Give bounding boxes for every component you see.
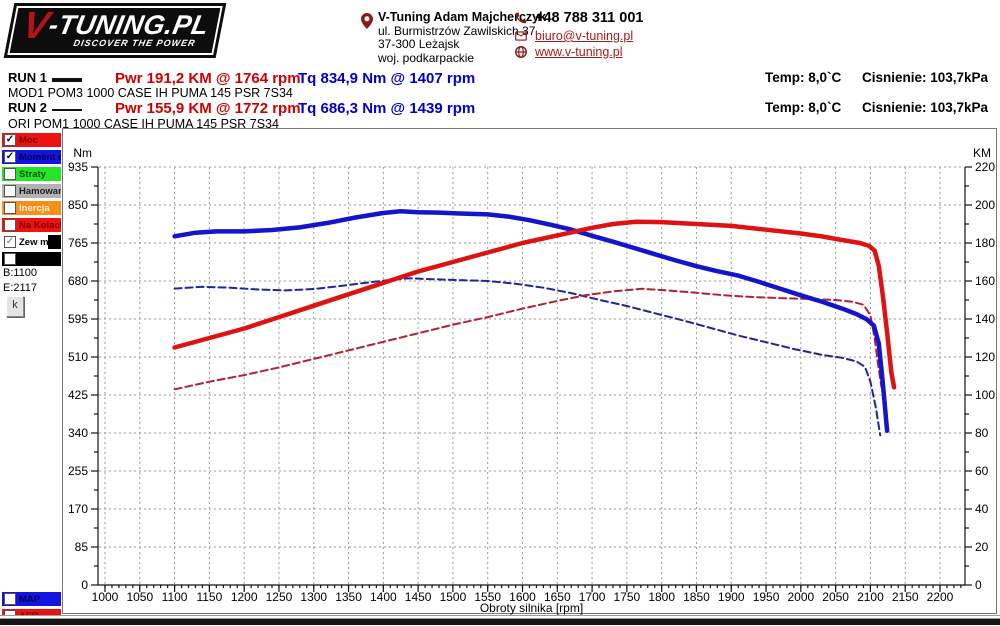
- logo-rest: -TUNING.PL: [46, 10, 212, 40]
- run1-power: Pwr 191,2 KM @ 1764 rpm: [115, 70, 301, 87]
- legend-checkbox[interactable]: [4, 219, 16, 231]
- run1-description: MOD1 POM3 1000 CASE IH PUMA 145 PSR 7S34: [8, 86, 293, 100]
- address-street: ul. Burmistrzów Zawilskich 37: [378, 23, 536, 38]
- legend-checkbox[interactable]: ✓: [4, 134, 16, 146]
- run2-pressure: Cisnienie: 103,7kPa: [862, 100, 989, 115]
- logo-text: V-TUNING.PL: [19, 5, 212, 47]
- legend-item-moc[interactable]: ✓ Moc: [2, 133, 61, 147]
- run2-description: ORI POM1 1000 CASE IH PUMA 145 PSR 7S34: [8, 117, 279, 131]
- legend-item-na-kolach[interactable]: Na Kolach: [2, 218, 61, 232]
- legend-checkbox[interactable]: [4, 168, 16, 180]
- logo-tagline: DISCOVER THE POWER: [72, 38, 197, 48]
- legend-item-inercja[interactable]: Inercja: [2, 201, 61, 215]
- legend-label: Na Kolach: [19, 219, 61, 231]
- bottom-panel-edge: [0, 615, 1000, 625]
- address-city: 37-300 Leżajsk: [378, 37, 460, 51]
- phone-row: +48 788 311 001: [514, 10, 643, 26]
- run1-summary: RUN 1 Pwr 191,2 KM @ 1764 rpm Tq 834,9 N…: [0, 70, 1000, 87]
- legend-checkbox[interactable]: [4, 185, 16, 197]
- website-row: www.v-tuning.pl: [514, 44, 623, 60]
- run2-summary: RUN 2 Pwr 155,9 KM @ 1772 rpm Tq 686,3 N…: [0, 100, 1000, 117]
- globe-icon: [515, 46, 527, 58]
- phone-icon: [515, 12, 527, 24]
- legend-label: Moc: [19, 134, 38, 146]
- begin-rpm-note: B:1100: [3, 267, 38, 279]
- email-link[interactable]: biuro@v-tuning.pl: [535, 29, 634, 43]
- legend-checkbox[interactable]: ✓: [4, 151, 16, 163]
- legend-item-hamowana[interactable]: Hamowana: [2, 184, 61, 198]
- dyno-chart-panel: [62, 128, 997, 614]
- legend-label: Straty: [19, 168, 46, 180]
- legend-item-map[interactable]: MAP: [2, 592, 61, 606]
- legend-label: Hamowana: [19, 185, 61, 197]
- company-name: V-Tuning Adam Majcherczyk: [378, 10, 547, 24]
- legend-checkbox[interactable]: [4, 202, 16, 214]
- run2-label: RUN 2: [8, 100, 48, 115]
- legend-item-zew-moc-str[interactable]: ✓Zew moc str: [2, 235, 61, 249]
- company-address: V-Tuning Adam Majcherczyk ul. Burmistrzó…: [378, 10, 547, 65]
- run1-line-sample: [52, 78, 82, 82]
- location-pin-icon: [361, 13, 373, 29]
- email-row: biuro@v-tuning.pl: [514, 28, 633, 44]
- channel-legend: ✓Moc✓Moment obrStratyHamowanaInercjaNa K…: [2, 133, 62, 269]
- address-region: woj. podkarpackie: [378, 50, 475, 65]
- legend-checkbox[interactable]: [4, 593, 16, 605]
- k-button[interactable]: k: [6, 296, 24, 317]
- run1-torque: Tq 834,9 Nm @ 1407 rpm: [298, 70, 476, 87]
- legend-label: Zew moc str: [19, 236, 61, 248]
- run2-temperature: Temp: 8,0`C: [765, 100, 842, 115]
- legend-item-straty[interactable]: Straty: [2, 167, 61, 181]
- legend-label: MAP: [19, 593, 41, 605]
- run1-temperature: Temp: 8,0`C: [765, 70, 842, 85]
- legend-item-moment-obr[interactable]: ✓Moment obr: [2, 150, 61, 164]
- website-link[interactable]: www.v-tuning.pl: [535, 45, 623, 59]
- run1-label: RUN 1: [8, 70, 48, 85]
- email-icon: [515, 31, 527, 41]
- vtuning-logo: V-TUNING.PL DISCOVER THE POWER: [4, 3, 226, 58]
- legend-label: Inercja: [19, 202, 50, 214]
- run2-torque: Tq 686,3 Nm @ 1439 rpm: [298, 100, 476, 117]
- phone-number: +48 788 311 001: [535, 10, 644, 26]
- run1-pressure: Cisnienie: 103,7kPa: [862, 70, 989, 85]
- legend-checkbox[interactable]: [4, 253, 16, 265]
- run2-power: Pwr 155,9 KM @ 1772 rpm: [115, 100, 301, 117]
- legend-checkbox[interactable]: ✓: [4, 236, 16, 248]
- run2-line-sample: [52, 109, 82, 111]
- end-rpm-note: E:2117: [3, 282, 38, 294]
- legend-item-blank[interactable]: [2, 252, 61, 266]
- legend-label: Moment obr: [19, 151, 61, 163]
